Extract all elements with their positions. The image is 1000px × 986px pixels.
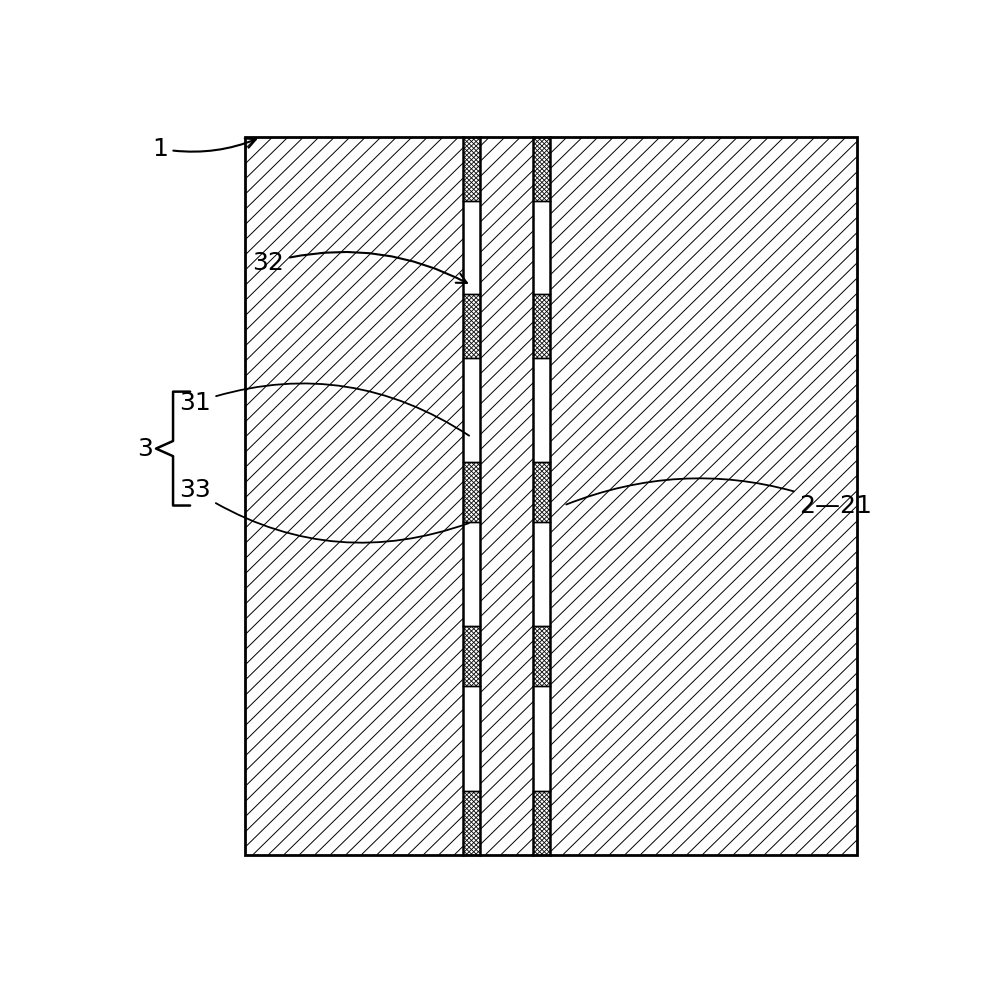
- Bar: [463, 462, 480, 522]
- Bar: [463, 626, 480, 686]
- Bar: [463, 686, 480, 791]
- Text: 31: 31: [179, 384, 469, 436]
- Bar: [463, 791, 480, 855]
- Bar: [463, 137, 480, 201]
- Bar: [533, 462, 550, 522]
- Bar: [533, 522, 550, 626]
- Text: 32: 32: [252, 250, 467, 283]
- Text: 33: 33: [179, 478, 469, 542]
- Bar: [533, 626, 550, 686]
- Bar: [463, 137, 480, 855]
- Bar: [533, 201, 550, 294]
- Text: 3: 3: [137, 437, 153, 460]
- Bar: [245, 137, 857, 855]
- Bar: [533, 137, 550, 201]
- Bar: [533, 294, 550, 358]
- Bar: [533, 791, 550, 855]
- Bar: [533, 358, 550, 462]
- Bar: [463, 201, 480, 294]
- Bar: [533, 137, 550, 855]
- Bar: [245, 137, 857, 855]
- Bar: [463, 294, 480, 358]
- Bar: [463, 522, 480, 626]
- Text: 1: 1: [152, 137, 256, 161]
- Bar: [463, 358, 480, 462]
- Bar: [533, 686, 550, 791]
- Text: 2—21: 2—21: [566, 478, 872, 518]
